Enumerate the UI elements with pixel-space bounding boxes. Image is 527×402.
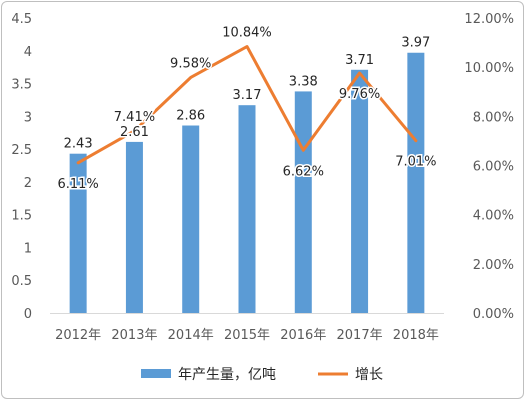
y-left-tick-label-1: 0.5 [11, 274, 32, 289]
data-labels: 2.43 2.61 2.86 3.17 3.38 3.71 3.97 6.11% 7.41% 9.… [56, 24, 438, 193]
line-value-label-4: 6.62% [283, 164, 324, 179]
x-tick-label-0: 2012年 [55, 328, 101, 343]
legend-label-bar: 年产生量，亿吨 [178, 367, 276, 383]
bar-4 [294, 91, 312, 313]
bar-2 [182, 125, 200, 313]
growth-line [76, 45, 418, 165]
y-left-tick-label-5: 2.5 [11, 143, 32, 158]
bar-value-label-6: 3.97 [401, 36, 430, 51]
legend: 年产生量，亿吨 增长 [141, 367, 383, 383]
x-tick-label-2: 2014年 [168, 328, 214, 343]
line-value-label-2: 9.58% [170, 56, 211, 71]
bar-5 [351, 69, 369, 314]
y-right-tick-label-4: 8.00% [473, 110, 514, 125]
y-right-tick-label-1: 2.00% [473, 258, 514, 273]
line-series [76, 45, 418, 165]
x-tick-label-3: 2015年 [224, 328, 270, 343]
line-value-label-5: 9.76% [339, 87, 380, 102]
y-left-tick-label-8: 4 [24, 45, 32, 60]
y-right-tick-label-5: 10.00% [464, 61, 514, 76]
y-left-tick-label-4: 2 [24, 176, 32, 191]
y-left-tick-label-2: 1 [24, 241, 32, 256]
x-tick-label-5: 2017年 [337, 328, 383, 343]
bar-6 [407, 52, 425, 313]
line-value-label-6: 7.01% [395, 155, 436, 170]
legend-label-line: 增长 [355, 367, 383, 383]
bar-value-label-0: 2.43 [64, 137, 93, 152]
line-value-label-3: 10.84% [222, 26, 272, 41]
line-value-label-1: 7.41% [114, 110, 155, 125]
y-left-tick-label-6: 3 [24, 110, 32, 125]
legend-swatch-bar [141, 369, 171, 378]
bar-value-label-3: 3.17 [233, 88, 262, 103]
line-value-label-0: 6.11% [57, 177, 98, 192]
bar-0 [69, 153, 87, 313]
bar-value-label-2: 2.86 [176, 109, 205, 124]
bar-value-label-4: 3.38 [289, 74, 318, 89]
bar-3 [238, 105, 256, 313]
axes: 2012年 2013年 2014年 2015年 2016年 2017年 2018年 0 0.5 1… [11, 12, 514, 343]
x-tick-label-1: 2013年 [111, 328, 157, 343]
x-tick-label-4: 2016年 [280, 328, 326, 343]
y-right-tick-label-0: 0.00% [473, 307, 514, 322]
bar-series [69, 52, 425, 314]
y-left-tick-label-7: 3.5 [11, 78, 32, 93]
y-right-tick-label-2: 4.00% [473, 209, 514, 224]
y-left-tick-label-3: 1.5 [11, 209, 32, 224]
bar-value-label-5: 3.71 [345, 53, 374, 68]
bar-1 [125, 141, 143, 313]
y-right-tick-label-6: 12.00% [464, 12, 514, 27]
y-right-tick-label-3: 6.00% [473, 160, 514, 175]
x-tick-label-6: 2018年 [393, 328, 439, 343]
y-left-tick-label-0: 0 [24, 307, 32, 322]
bar-value-label-1: 2.61 [120, 125, 149, 140]
y-left-tick-label-9: 4.5 [11, 12, 32, 27]
